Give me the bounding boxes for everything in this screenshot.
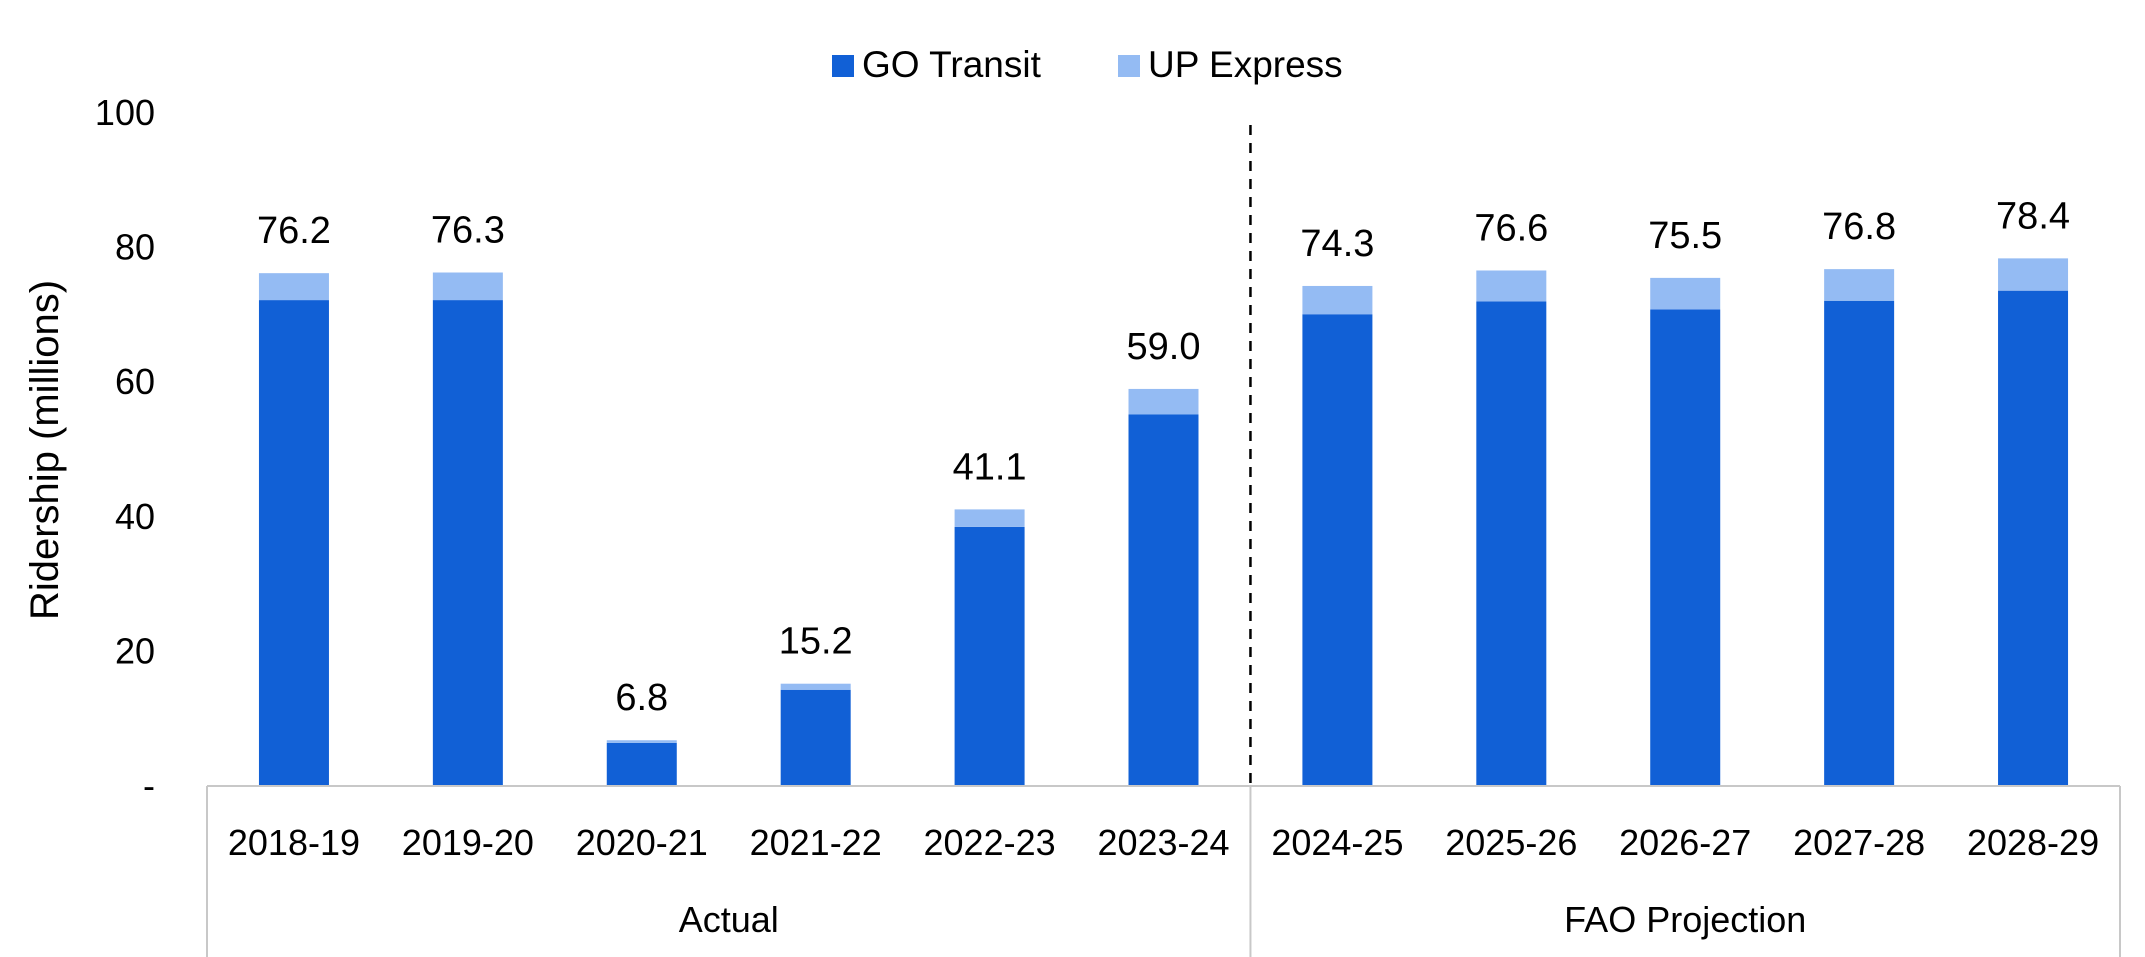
total-labels: 76.2 76.3 6.8 15.2 41.1 59.0 74.3 76.6 75.5 76.8 7… — [257, 195, 2070, 719]
bar-go-transit-2021-22 — [780, 689, 851, 786]
bar-go-transit-2026-27 — [1650, 309, 1721, 786]
total-label-2025-26: 76.6 — [1474, 207, 1548, 249]
total-label-2018-19: 76.2 — [257, 210, 331, 252]
legend-label-0: GO Transit — [862, 44, 1042, 85]
bar-go-transit-2027-28 — [1824, 300, 1895, 786]
legend-label-1: UP Express — [1148, 44, 1343, 85]
x-axis: 2018-19 2019-20 2020-21 2021-22 2022-23 2023-… — [206, 125, 2121, 957]
x-tick-label-2022-23: 2022-23 — [924, 822, 1056, 863]
group-label-0: Actual — [679, 899, 779, 940]
total-label-2022-23: 41.1 — [953, 446, 1027, 488]
x-tick-label-2018-19: 2018-19 — [228, 822, 360, 863]
x-tick-label-2026-27: 2026-27 — [1619, 822, 1751, 863]
bar-up-express-2026-27 — [1650, 277, 1721, 310]
bar-up-express-2024-25 — [1302, 285, 1373, 315]
bar-up-express-2022-23 — [954, 509, 1025, 527]
total-label-2023-24: 59.0 — [1127, 326, 1201, 368]
bar-go-transit-2024-25 — [1302, 314, 1373, 786]
legend: GO Transit UP Express — [832, 44, 1343, 85]
bar-go-transit-2023-24 — [1128, 414, 1199, 786]
bar-up-express-2025-26 — [1476, 270, 1547, 302]
bar-go-transit-2020-21 — [606, 742, 677, 786]
legend-swatch-1 — [1118, 55, 1140, 77]
y-tick-label: 100 — [95, 92, 155, 133]
y-tick-label: 60 — [115, 361, 155, 402]
bar-up-express-2028-29 — [1998, 258, 2069, 291]
x-tick-label-2028-29: 2028-29 — [1967, 822, 2099, 863]
total-label-2024-25: 74.3 — [1300, 223, 1374, 265]
y-axis: - 20 40 60 80 100 — [95, 92, 155, 806]
bar-up-express-2021-22 — [780, 683, 851, 690]
bar-go-transit-2028-29 — [1998, 290, 2069, 786]
x-tick-label-2021-22: 2021-22 — [750, 822, 882, 863]
group-label-1: FAO Projection — [1564, 899, 1806, 940]
x-tick-label-2024-25: 2024-25 — [1271, 822, 1403, 863]
legend-swatch-0 — [832, 55, 854, 77]
x-tick-label-2020-21: 2020-21 — [576, 822, 708, 863]
bar-go-transit-2018-19 — [258, 300, 329, 786]
y-tick-label: 80 — [115, 227, 155, 268]
y-tick-label: 20 — [115, 630, 155, 671]
y-tick-label: - — [143, 765, 155, 806]
total-label-2028-29: 78.4 — [1996, 195, 2070, 237]
bar-up-express-2018-19 — [258, 273, 329, 301]
y-tick-label: 40 — [115, 496, 155, 537]
x-tick-label-2025-26: 2025-26 — [1445, 822, 1577, 863]
bar-up-express-2019-20 — [432, 272, 503, 301]
total-label-2027-28: 76.8 — [1822, 206, 1896, 248]
bar-up-express-2023-24 — [1128, 388, 1199, 415]
x-tick-label-2023-24: 2023-24 — [1097, 822, 1229, 863]
y-axis-title: Ridership (millions) — [23, 280, 67, 620]
total-label-2021-22: 15.2 — [779, 621, 853, 663]
bar-go-transit-2019-20 — [432, 300, 503, 786]
total-label-2020-21: 6.8 — [615, 677, 668, 719]
bar-go-transit-2022-23 — [954, 526, 1025, 786]
x-tick-label-2019-20: 2019-20 — [402, 822, 534, 863]
bar-go-transit-2025-26 — [1476, 301, 1547, 786]
x-tick-label-2027-28: 2027-28 — [1793, 822, 1925, 863]
bar-up-express-2020-21 — [606, 740, 677, 743]
bar-up-express-2027-28 — [1824, 269, 1895, 301]
total-label-2019-20: 76.3 — [431, 210, 505, 252]
total-label-2026-27: 75.5 — [1648, 215, 1722, 257]
bars — [258, 258, 2069, 786]
